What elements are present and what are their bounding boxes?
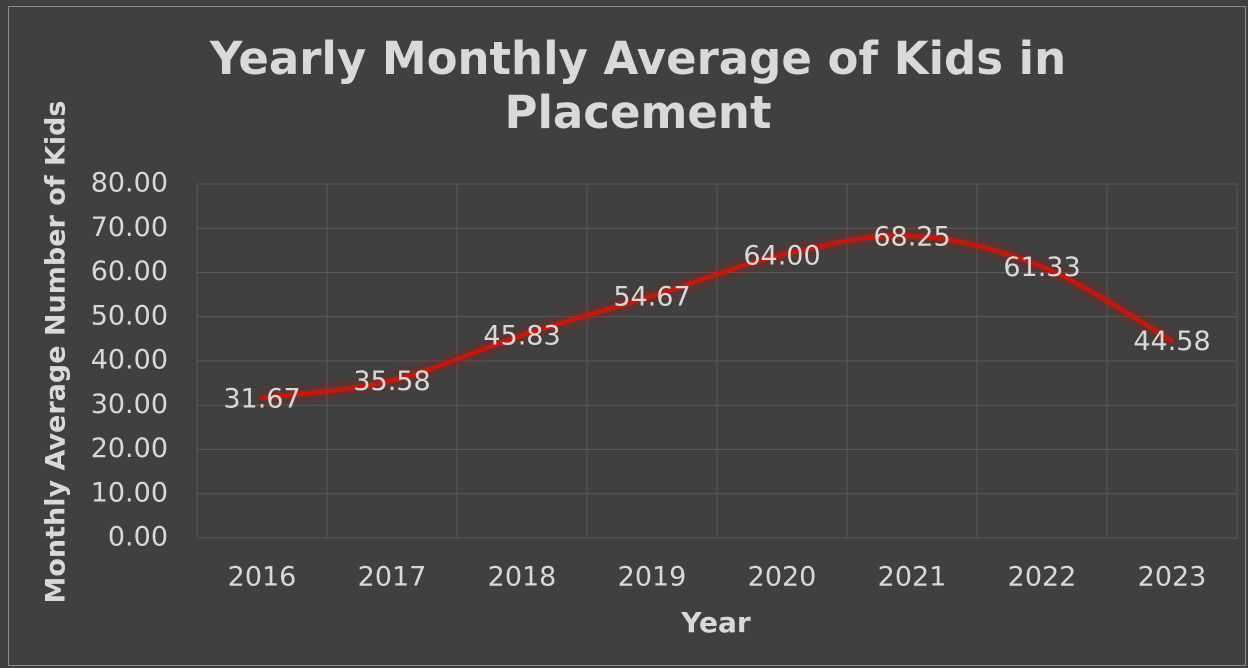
x-tick-label: 2016 — [228, 562, 297, 593]
x-tick-label: 2017 — [358, 562, 427, 593]
data-label: 35.58 — [353, 366, 430, 397]
x-tick-label: 2018 — [488, 562, 557, 593]
x-tick-label: 2021 — [878, 562, 947, 593]
y-tick-label: 10.00 — [91, 477, 168, 508]
chart-title: Yearly Monthly Average of Kids in Placem… — [209, 32, 1067, 139]
data-label: 68.25 — [873, 221, 950, 252]
x-tick-label: 2023 — [1138, 562, 1207, 593]
y-tick-label: 20.00 — [91, 433, 168, 464]
data-line — [260, 233, 1174, 400]
data-label: 44.58 — [1133, 326, 1210, 357]
y-tick-label: 70.00 — [91, 212, 168, 243]
y-axis-label: Monthly Average Number of Kids — [41, 100, 72, 603]
y-tick-label: 50.00 — [91, 300, 168, 331]
x-axis-label: Year — [680, 606, 751, 639]
data-label: 64.00 — [743, 240, 820, 271]
data-label: 45.83 — [483, 321, 560, 352]
y-tick-label: 60.00 — [91, 256, 168, 287]
x-tick-label: 2019 — [618, 562, 687, 593]
y-tick-label: 0.00 — [108, 522, 168, 553]
y-tick-label: 40.00 — [91, 345, 168, 376]
data-label: 54.67 — [613, 282, 690, 313]
x-tick-label: 2020 — [748, 562, 817, 593]
chart-frame — [8, 6, 1246, 666]
x-tick-label: 2022 — [1008, 562, 1077, 593]
grid — [196, 183, 1238, 539]
y-tick-label: 80.00 — [91, 168, 168, 199]
data-label: 31.67 — [223, 383, 300, 414]
y-tick-label: 30.00 — [91, 389, 168, 420]
data-label: 61.33 — [1003, 252, 1080, 283]
